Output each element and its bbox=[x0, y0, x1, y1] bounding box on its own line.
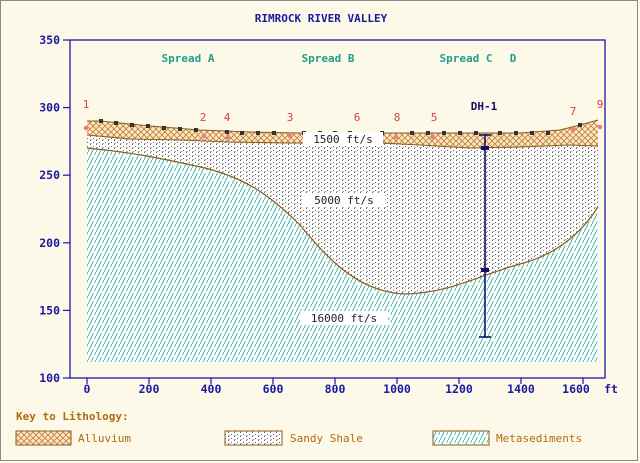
x-axis bbox=[86, 378, 584, 384]
alluvium-velocity-label: 1500 ft/s bbox=[313, 133, 373, 146]
shot-label-5: 5 bbox=[431, 111, 438, 124]
shot-label-8: 8 bbox=[394, 111, 401, 124]
shot-label-4: 4 bbox=[224, 111, 231, 124]
sandy-shale-layer bbox=[87, 135, 598, 294]
shot-label-2: 2 bbox=[200, 111, 207, 124]
x-tick-label: 1000 bbox=[383, 382, 411, 396]
metasediments-layer bbox=[87, 148, 598, 362]
shot-label-1: 1 bbox=[83, 98, 90, 111]
shot-point-markers bbox=[83, 124, 603, 140]
x-axis-unit: ft bbox=[604, 382, 618, 396]
plot-frame bbox=[69, 39, 606, 379]
shot-label-3: 3 bbox=[287, 111, 294, 124]
y-tick-label: 300 bbox=[39, 101, 60, 115]
x-tick-label: 1600 bbox=[562, 382, 590, 396]
x-tick-label: 1400 bbox=[507, 382, 535, 396]
y-tick-label: 150 bbox=[39, 303, 60, 317]
drill-hole bbox=[479, 134, 491, 338]
x-tick-label: 1200 bbox=[445, 382, 473, 396]
legend-metasediments-swatch bbox=[432, 430, 490, 446]
spread-d-label: D bbox=[510, 52, 517, 65]
x-tick-label: 400 bbox=[201, 382, 222, 396]
legend-alluvium-swatch bbox=[15, 430, 72, 446]
chart-title: RIMROCK RIVER VALLEY bbox=[255, 12, 388, 25]
x-tick-label: 800 bbox=[325, 382, 346, 396]
y-tick-label: 350 bbox=[39, 33, 60, 47]
spread-c-label: Spread C bbox=[440, 52, 493, 65]
legend-sandy-shale-label: Sandy Shale bbox=[290, 432, 363, 445]
shot-label-6: 6 bbox=[354, 111, 361, 124]
legend-sandy-shale-swatch bbox=[224, 430, 283, 446]
legend-alluvium-label: Alluvium bbox=[78, 432, 131, 445]
x-tick-label: 200 bbox=[139, 382, 160, 396]
y-axis bbox=[63, 39, 70, 379]
geophone-markers bbox=[99, 119, 582, 135]
alluvium-velocity-bg bbox=[303, 132, 383, 146]
spread-a-label: Spread A bbox=[162, 52, 215, 65]
y-tick-label: 250 bbox=[39, 168, 60, 182]
shot-label-7: 7 bbox=[570, 105, 577, 118]
y-tick-label: 200 bbox=[39, 236, 60, 250]
drill-hole-label: DH-1 bbox=[471, 100, 498, 113]
shale-velocity-bg bbox=[303, 193, 385, 207]
shale-velocity-label: 5000 ft/s bbox=[314, 194, 374, 207]
legend-title: Key to Lithology: bbox=[16, 410, 129, 423]
spread-b-label: Spread B bbox=[302, 52, 355, 65]
metasediments-velocity-label: 16000 ft/s bbox=[311, 312, 377, 325]
x-tick-label: 600 bbox=[263, 382, 284, 396]
shot-label-9: 9 bbox=[597, 98, 604, 111]
meta-velocity-bg bbox=[300, 311, 388, 325]
legend-metasediments-label: Metasediments bbox=[496, 432, 582, 445]
shale-metasediment-boundary bbox=[86, 147, 599, 295]
y-tick-label: 100 bbox=[39, 371, 60, 385]
x-tick-label: 0 bbox=[84, 382, 91, 396]
